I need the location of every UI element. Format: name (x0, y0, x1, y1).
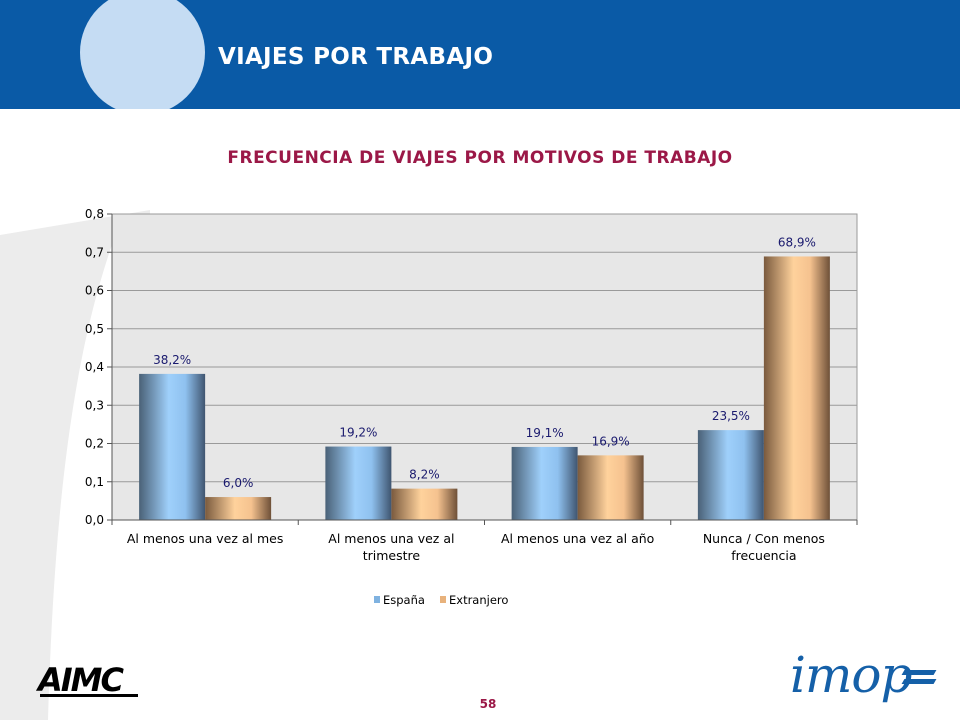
bar-extranjero (391, 488, 458, 520)
data-label: 16,9% (592, 434, 630, 448)
y-tick-label: 0,6 (85, 284, 104, 298)
x-tick-label: Nunca / Con menos (703, 531, 825, 546)
imop-logo: imop (790, 646, 913, 704)
legend-swatch-extranjero (440, 596, 446, 603)
bar-extranjero (577, 455, 644, 520)
y-tick-label: 0,3 (85, 398, 104, 412)
watermark-graphic (0, 210, 150, 720)
y-tick-label: 0,0 (85, 513, 104, 527)
page-number: 58 (479, 697, 497, 711)
imop-logo-stripes (901, 670, 937, 690)
aimc-logo: AIMC (38, 661, 124, 699)
data-label: 19,2% (339, 426, 377, 440)
bar-extranjero (763, 256, 830, 520)
data-label: 19,1% (526, 426, 564, 440)
x-tick-label: Al menos una vez al (328, 531, 454, 546)
bar-espana (139, 373, 206, 520)
legend-label: España (383, 593, 425, 607)
bar-extranjero (205, 497, 272, 520)
x-tick-label: Al menos una vez al mes (127, 531, 284, 546)
y-tick-label: 0,1 (85, 475, 104, 489)
data-label: 6,0% (223, 476, 254, 490)
bar-espana (511, 446, 578, 520)
data-label: 38,2% (153, 353, 191, 367)
x-tick-label: trimestre (363, 548, 421, 563)
chart-title: FRECUENCIA DE VIAJES POR MOTIVOS DE TRAB… (227, 148, 733, 168)
data-label: 23,5% (712, 409, 750, 423)
y-tick-label: 0,5 (85, 322, 104, 336)
header-banner: VIAJES POR TRABAJO (0, 0, 960, 109)
bar-espana (697, 430, 764, 520)
data-label: 8,2% (409, 468, 440, 482)
legend-swatch-espana (374, 596, 380, 603)
data-label: 68,9% (778, 235, 816, 249)
header-circle-decoration (80, 0, 205, 109)
x-tick-label: Al menos una vez al año (501, 531, 654, 546)
bar-espana (325, 446, 392, 520)
y-tick-label: 0,7 (85, 245, 104, 259)
y-tick-label: 0,2 (85, 437, 104, 451)
y-tick-label: 0,4 (85, 360, 104, 374)
legend-label: Extranjero (449, 593, 508, 607)
y-tick-label: 0,8 (85, 207, 104, 221)
aimc-logo-underline (40, 694, 138, 697)
x-tick-label: frecuencia (731, 548, 796, 563)
page-title: VIAJES POR TRABAJO (218, 44, 494, 70)
